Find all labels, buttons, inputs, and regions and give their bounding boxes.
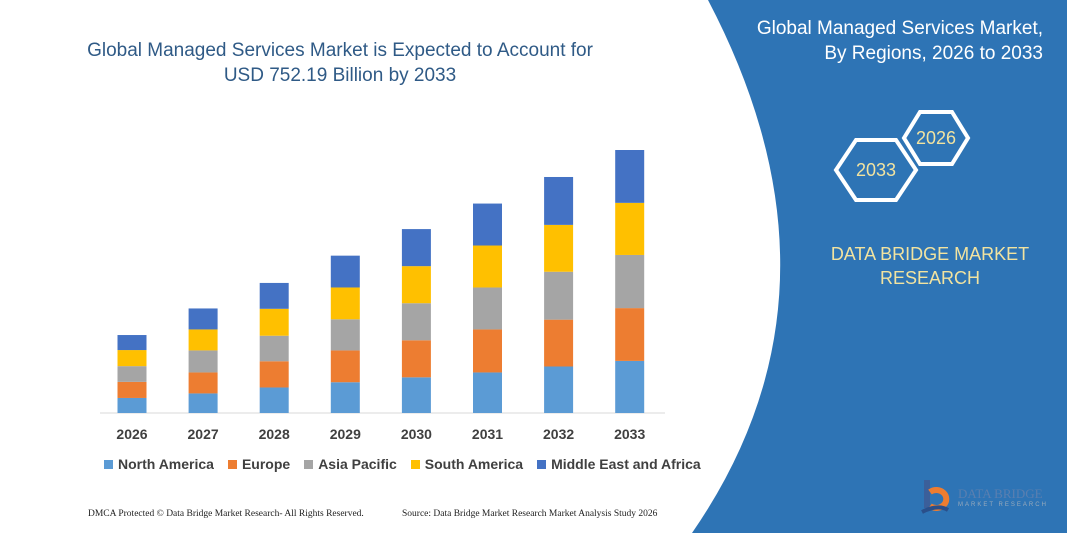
- legend-swatch: [104, 459, 113, 469]
- legend-label: South America: [424, 456, 524, 472]
- bar-segment-2033-asia-pacific: [615, 254, 645, 309]
- x-tick-label: 2029: [329, 426, 361, 442]
- legend: North America Europe Asia Pacific South Ame…: [104, 456, 701, 472]
- bar-segment-2028-asia-pacific: [259, 335, 289, 362]
- logo-subtext: MARKET RESEARCH: [958, 502, 1048, 508]
- bar-segment-2033-europe: [615, 308, 645, 361]
- hex-label-2026: 2026: [915, 128, 957, 148]
- footer-source: Source: Data Bridge Market Research Mark…: [402, 509, 658, 519]
- x-tick-label: 2032: [543, 426, 575, 442]
- side-title-line2: By Regions, 2026 to 2033: [824, 43, 1043, 64]
- legend-label: North America: [118, 456, 214, 472]
- legend-swatch: [304, 459, 314, 469]
- bar-segment-2027-middle-east-and-africa: [188, 308, 218, 330]
- bar-segment-2026-south-america: [117, 350, 147, 367]
- footer-copyright: DMCA Protected © Data Bridge Market Rese…: [88, 509, 364, 519]
- bar-segment-2029-north-america: [330, 382, 360, 413]
- legend-item: Europe: [227, 456, 291, 472]
- bar-segment-2026-europe: [117, 381, 147, 398]
- bar-segment-2030-europe: [401, 340, 431, 378]
- hex-label-2033: 2033: [855, 160, 897, 180]
- legend-swatch: [227, 459, 237, 469]
- legend-label: Europe: [241, 456, 291, 472]
- side-panel-title: Global Managed Services Market, By Regio…: [723, 16, 1043, 66]
- bar-segment-2031-middle-east-and-africa: [473, 203, 502, 246]
- hexagon-2026: [901, 110, 971, 166]
- bar-segment-2030-asia-pacific: [401, 303, 431, 341]
- bar-segment-2027-europe: [188, 372, 218, 394]
- legend-item: Asia Pacific: [304, 456, 397, 472]
- bar-segment-2029-asia-pacific: [330, 319, 360, 351]
- bar-segment-2027-north-america: [188, 393, 218, 413]
- bar-segment-2032-middle-east-and-africa: [544, 176, 574, 225]
- legend-label: Asia Pacific: [318, 456, 397, 472]
- logo-icon: [921, 480, 950, 514]
- bar-segment-2032-asia-pacific: [544, 271, 574, 320]
- bar-segment-2030-south-america: [401, 266, 431, 304]
- bar-segment-2030-middle-east-and-africa: [401, 229, 431, 267]
- bar-segment-2029-middle-east-and-africa: [330, 255, 360, 288]
- bar-segment-2033-north-america: [615, 360, 645, 413]
- bar-segment-2032-south-america: [544, 224, 574, 272]
- brand-line2: RESEARCH: [879, 268, 981, 288]
- bar-segment-2027-south-america: [188, 329, 218, 351]
- bar-segment-2028-south-america: [259, 308, 289, 336]
- bar-segment-2029-south-america: [330, 287, 360, 320]
- bar-segment-2026-north-america: [117, 397, 147, 413]
- side-title-line1: Global Managed Services Market,: [756, 18, 1043, 39]
- x-tick-label: 2026: [116, 426, 148, 442]
- bar-segment-2033-south-america: [615, 202, 645, 255]
- side-panel-background: [692, 0, 1067, 533]
- legend-swatch: [537, 459, 547, 469]
- page-title: Global Managed Services Market is Expect…: [87, 40, 593, 86]
- legend-item: North America: [104, 456, 214, 472]
- x-tick-label: 2027: [187, 426, 219, 442]
- hexagon-2033: [833, 138, 919, 202]
- bar-segment-2033-middle-east-and-africa: [615, 150, 645, 203]
- bar-segment-2029-europe: [330, 350, 360, 383]
- bar-segment-2031-north-america: [473, 372, 502, 413]
- x-tick-label: 2028: [258, 426, 290, 442]
- bar-segment-2028-europe: [259, 361, 289, 388]
- bar-segment-2031-europe: [473, 329, 502, 373]
- legend-item: South America: [410, 456, 524, 472]
- brand-line1: DATA BRIDGE MARKET: [830, 244, 1030, 264]
- x-tick-label: 2033: [614, 426, 646, 442]
- bars-group: [117, 150, 645, 413]
- brand-text: DATA BRIDGE MARKET RESEARCH: [820, 242, 1040, 290]
- bar-segment-2026-asia-pacific: [117, 366, 147, 382]
- x-tick-label: 2031: [471, 426, 504, 442]
- bar-segment-2027-asia-pacific: [188, 350, 218, 373]
- bar-segment-2028-north-america: [259, 387, 289, 413]
- bar-segment-2031-asia-pacific: [473, 287, 502, 330]
- bar-segment-2026-middle-east-and-africa: [117, 335, 147, 351]
- bar-segment-2031-south-america: [473, 245, 502, 288]
- logo-text: DATA BRIDGE: [958, 486, 1043, 501]
- bar-segment-2028-middle-east-and-africa: [259, 282, 289, 309]
- bar-segment-2032-europe: [544, 319, 574, 367]
- legend-swatch: [410, 459, 420, 469]
- bar-segment-2030-north-america: [401, 377, 431, 413]
- legend-label: Middle East and Africa: [551, 456, 701, 472]
- x-tick-label: 2030: [400, 426, 432, 442]
- bar-segment-2032-north-america: [544, 366, 574, 413]
- legend-item: Middle East and Africa: [537, 456, 701, 472]
